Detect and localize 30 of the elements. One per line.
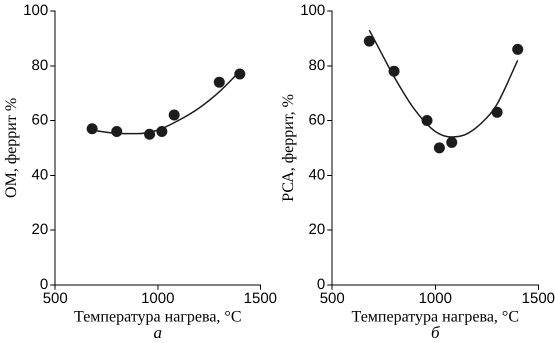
y-tick-label: 40 xyxy=(308,166,326,184)
x-tick-label: 1000 xyxy=(418,290,452,307)
point xyxy=(388,66,400,77)
y-tick-label: 20 xyxy=(32,221,48,238)
x-tick-label: 1000 xyxy=(141,290,174,307)
point xyxy=(446,136,458,148)
point xyxy=(111,126,122,137)
point xyxy=(434,142,445,154)
point xyxy=(168,110,180,121)
y-tick-label: 60 xyxy=(32,112,48,129)
point xyxy=(422,115,433,126)
y-tick-label: 100 xyxy=(23,2,48,20)
y-tick-label: 40 xyxy=(32,166,48,184)
point xyxy=(234,68,246,80)
point xyxy=(156,126,168,137)
point xyxy=(492,106,503,118)
y-tick-label: 60 xyxy=(308,112,326,129)
point xyxy=(214,76,225,88)
y-axis-title: ОМ, феррит % xyxy=(2,98,20,198)
point xyxy=(144,128,156,140)
y-tick-label: 80 xyxy=(308,56,326,74)
y-axis-title: РСА, феррит, % xyxy=(280,94,297,202)
y-tick-label: 80 xyxy=(32,56,48,74)
x-tick-label: 1500 xyxy=(522,290,555,307)
point xyxy=(512,44,524,55)
x-tick-label: 1500 xyxy=(244,290,278,307)
y-tick-label: 20 xyxy=(308,221,326,238)
point xyxy=(364,36,375,47)
point xyxy=(86,123,98,134)
y-tick-label: 100 xyxy=(300,2,326,20)
